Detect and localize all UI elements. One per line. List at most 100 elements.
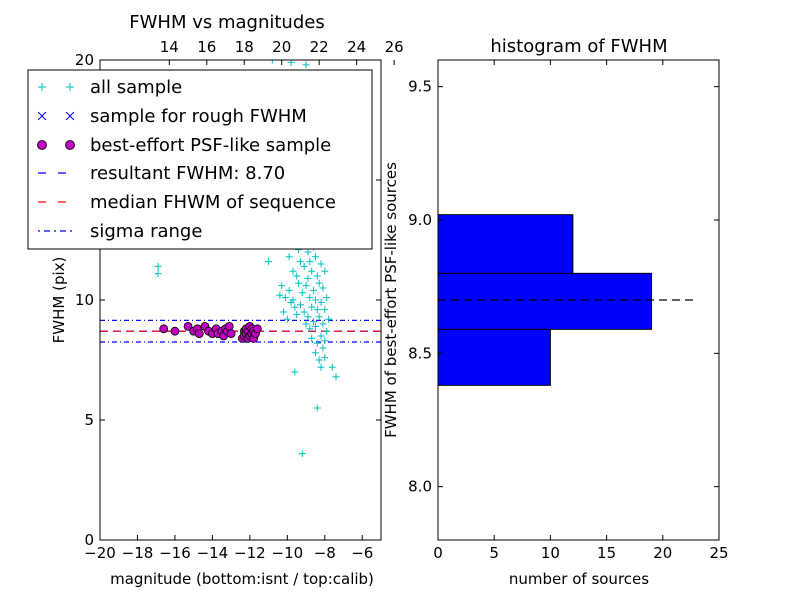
- best-effort-psf-like-sample-point: [183, 321, 193, 331]
- scatter-x-tick-label: −6: [351, 544, 373, 562]
- legend-handle-all-sample: [38, 83, 74, 91]
- histogram-x-tick-label: 20: [653, 544, 672, 562]
- histogram-y-tick-label: 8.5: [408, 344, 432, 362]
- best-effort-psf-like-sample-point: [170, 326, 180, 336]
- all-sample-point: [306, 325, 314, 333]
- legend-label-sigma-range: sigma range: [90, 221, 202, 242]
- histogram-x-label: number of sources: [509, 570, 649, 588]
- histogram-frame: [437, 59, 720, 541]
- legend-label-rough-fwhm: sample for rough FWHM: [90, 106, 307, 127]
- all-sample-point: [281, 294, 289, 302]
- legend-handle-best-effort-psf-like-sample: [37, 140, 75, 150]
- all-sample-point: [321, 306, 329, 314]
- scatter-y-tick-label: 5: [84, 411, 94, 429]
- all-sample-point: [325, 315, 333, 323]
- all-sample-point: [321, 337, 329, 345]
- all-sample-point: [295, 279, 303, 287]
- all-sample-point: [306, 258, 314, 266]
- histogram-axes: 0 5 10 15 20 25 8.0 8.5 9.0 9.5: [408, 60, 729, 562]
- all-sample-point: [291, 303, 299, 311]
- legend-label-psf-sample: best-effort PSF-like sample: [90, 135, 331, 156]
- all-sample-point: [313, 404, 321, 412]
- scatter-top-tick-label: 22: [310, 38, 329, 56]
- scatter-x-tick-label: −12: [234, 544, 266, 562]
- histogram-y-tick-label: 9.5: [408, 78, 432, 96]
- best-effort-psf-like-sample-point: [224, 321, 234, 331]
- scatter-x-tick-label: −8: [314, 544, 336, 562]
- all-sample-point: [311, 296, 319, 304]
- scatter-x-tick-label: −16: [159, 544, 191, 562]
- all-sample-point: [313, 272, 321, 280]
- all-sample-point: [308, 303, 316, 311]
- all-sample-point: [293, 310, 301, 318]
- histogram-plot-area: [437, 214, 697, 386]
- all-sample-point: [310, 318, 318, 326]
- all-sample-point: [300, 262, 308, 270]
- histogram-y-label: FWHM of best-effort PSF-like sources: [382, 162, 400, 438]
- histogram-x-tick-label: 25: [709, 544, 728, 562]
- all-sample-point: [293, 272, 301, 280]
- all-sample-point: [317, 260, 325, 268]
- histogram-y-tick-label: 8.0: [408, 478, 432, 496]
- scatter-top-tick-label: 20: [272, 38, 291, 56]
- all-sample-point: [321, 267, 329, 275]
- all-sample-point: [332, 373, 340, 381]
- all-sample-point: [283, 315, 291, 323]
- scatter-top-tick-label: 14: [160, 38, 179, 56]
- scatter-y-tick-label: 10: [75, 291, 94, 309]
- all-sample-point: [311, 322, 319, 330]
- best-effort-psf-like-sample-point: [226, 329, 236, 339]
- legend-label-all-sample: all sample: [90, 77, 182, 98]
- best-effort-psf-like-sample-point: [159, 324, 169, 334]
- histogram-x-tick-label: 0: [433, 544, 443, 562]
- all-sample-point: [311, 349, 319, 357]
- all-sample-point: [321, 354, 329, 362]
- scatter-y-label: FWHM (pix): [50, 257, 68, 344]
- all-sample-point: [315, 279, 323, 287]
- all-sample-point: [308, 267, 316, 275]
- scatter-top-tick-label: 26: [385, 38, 404, 56]
- all-sample-point: [319, 284, 327, 292]
- scatter-plot-area: [100, 60, 381, 458]
- scatter-x-tick-label: −14: [197, 544, 229, 562]
- all-sample-point: [280, 308, 288, 316]
- all-sample-point: [315, 313, 323, 321]
- all-sample-point: [278, 282, 286, 290]
- legend-box: [27, 69, 373, 250]
- all-sample-point: [319, 320, 327, 328]
- histogram-y-tick-label: 9.0: [408, 211, 432, 229]
- all-sample-point: [317, 332, 325, 340]
- histogram-x-tick-label: 15: [597, 544, 616, 562]
- all-sample-point: [302, 320, 310, 328]
- all-sample-point: [298, 450, 306, 458]
- all-sample-point: [268, 60, 276, 64]
- all-sample-point: [310, 286, 318, 294]
- all-sample-point: [302, 282, 310, 290]
- all-sample-point: [296, 301, 304, 309]
- scatter-top-tick-label: 24: [347, 38, 366, 56]
- scatter-y-tick-label: 0: [84, 531, 94, 549]
- all-sample-point: [313, 306, 321, 314]
- all-sample-point: [306, 294, 314, 302]
- legend-label-median-fwhm: median FHWM of sequence: [90, 192, 336, 213]
- all-sample-point: [285, 286, 293, 294]
- histogram-x-tick-label: 10: [541, 544, 560, 562]
- histogram-bar: [437, 272, 653, 330]
- all-sample-point: [276, 291, 284, 299]
- all-sample-point: [285, 253, 293, 261]
- best-effort-psf-like-sample-point: [252, 324, 262, 334]
- histogram-x-tick-label: 5: [489, 544, 499, 562]
- all-sample-point: [154, 270, 162, 278]
- all-sample-point: [289, 296, 297, 304]
- all-sample-point: [323, 294, 331, 302]
- all-sample-point: [323, 327, 331, 335]
- all-sample-point: [298, 289, 306, 297]
- scatter-title: FWHM vs magnitudes: [129, 12, 324, 33]
- all-sample-point: [317, 363, 325, 371]
- all-sample-point: [317, 298, 325, 306]
- histogram-title: histogram of FWHM: [490, 36, 667, 57]
- histogram-bar: [437, 328, 551, 386]
- all-sample-point: [308, 334, 316, 342]
- legend-markers: [37, 83, 76, 232]
